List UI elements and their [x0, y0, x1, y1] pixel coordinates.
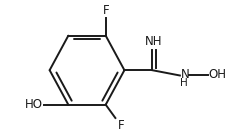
Text: H: H	[180, 78, 188, 88]
Text: F: F	[118, 119, 124, 132]
Text: N: N	[181, 68, 190, 81]
Text: NH: NH	[145, 35, 162, 48]
Text: F: F	[102, 4, 109, 17]
Text: HO: HO	[25, 98, 43, 111]
Text: OH: OH	[209, 68, 227, 81]
